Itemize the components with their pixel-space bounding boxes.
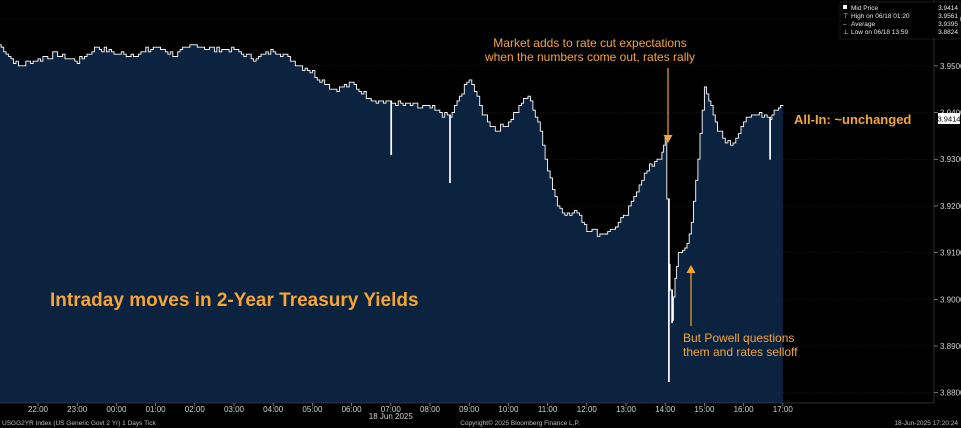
y-tick-label: 3.8900 bbox=[940, 342, 961, 351]
x-tick-label: 07:00 bbox=[381, 405, 402, 414]
legend-average-label: Average bbox=[851, 21, 875, 28]
legend-high-icon: ⊤ bbox=[843, 13, 849, 20]
x-tick-label: 03:00 bbox=[224, 405, 245, 414]
series-line-mid-price bbox=[0, 44, 784, 382]
y-tick-label: 3.8800 bbox=[940, 389, 961, 398]
legend-average-icon: – bbox=[843, 21, 847, 28]
x-tick-label: 01:00 bbox=[146, 405, 167, 414]
x-tick-label: 02:00 bbox=[185, 405, 206, 414]
footer-index: USGG2YR Index (US Generic Govt 2 Yr) 1 D… bbox=[2, 420, 157, 427]
x-tick-label: 12:00 bbox=[577, 405, 598, 414]
legend-high-label: High on 06/18 01:20 bbox=[851, 13, 910, 20]
rally-arrow bbox=[663, 68, 673, 143]
y-tick-label: 3.9100 bbox=[940, 249, 961, 258]
x-tick-label: 05:00 bbox=[302, 405, 323, 414]
legend-low-label: Low on 06/18 13:59 bbox=[851, 29, 908, 36]
y-tick-label: 3.9000 bbox=[940, 295, 961, 304]
y-tick-label: 3.9300 bbox=[940, 155, 961, 164]
annotation-selloff-line1: But Powell questions bbox=[683, 331, 794, 345]
area-fill bbox=[0, 44, 783, 403]
legend-low-icon: ⊥ bbox=[843, 29, 849, 36]
x-tick-label: 00:00 bbox=[106, 405, 127, 414]
legend-average-value: 3.9395 bbox=[938, 21, 958, 28]
selloff-arrow bbox=[686, 265, 696, 326]
last-value-tag: 3.9414 bbox=[938, 113, 961, 124]
last-value-label: 3.9414 bbox=[938, 115, 961, 124]
annotation-all-in: All-In: ~unchanged bbox=[794, 112, 911, 127]
legend: Mid Price 3.9414 ⊤ High on 06/18 01:20 3… bbox=[839, 1, 961, 40]
legend-high-value: 3.9561 bbox=[938, 13, 958, 20]
legend-swatch-mid-price bbox=[843, 5, 847, 9]
x-tick-label: 11:00 bbox=[538, 405, 558, 414]
footer-timestamp: 18-Jun-2025 17:20:24 bbox=[894, 420, 958, 427]
x-tick-label: 23:00 bbox=[67, 405, 88, 414]
annotation-rally-line1: Market adds to rate cut expectations bbox=[493, 36, 686, 50]
legend-mid-price-label: Mid Price bbox=[851, 5, 878, 12]
annotation-selloff-line2: them and rates selloff bbox=[683, 345, 798, 359]
x-tick-label: 17:00 bbox=[773, 405, 794, 414]
x-tick-label: 06:00 bbox=[342, 405, 363, 414]
x-tick-label: 13:00 bbox=[616, 405, 637, 414]
x-axis: 22:00 23:00 00:00 01:00 02:00 03:00 04:00 05:00… bbox=[0, 402, 934, 421]
y-tick-label: 3.9200 bbox=[940, 202, 961, 211]
legend-low-value: 3.8824 bbox=[938, 29, 958, 36]
x-tick-label: 04:00 bbox=[263, 405, 284, 414]
annotation-rally-line2: when the numbers come out, rates rally bbox=[484, 50, 695, 64]
x-tick-label: 10:00 bbox=[498, 405, 519, 414]
y-tick-label: 3.9500 bbox=[940, 62, 961, 71]
footer-copyright: Copyright© 2025 Bloomberg Finance L.P. bbox=[460, 419, 580, 427]
x-tick-label: 16:00 bbox=[734, 405, 755, 414]
x-tick-label: 09:00 bbox=[459, 405, 480, 414]
x-tick-label: 14:00 bbox=[655, 405, 676, 414]
chart-title: Intraday moves in 2-Year Treasury Yields bbox=[50, 290, 419, 311]
x-tick-label: 15:00 bbox=[694, 405, 715, 414]
x-tick-label: 22:00 bbox=[28, 405, 49, 414]
x-tick-label: 08:00 bbox=[420, 405, 441, 414]
legend-mid-price-value: 3.9414 bbox=[938, 5, 958, 12]
x-date-label: 18 Jun 2025 bbox=[369, 412, 414, 421]
